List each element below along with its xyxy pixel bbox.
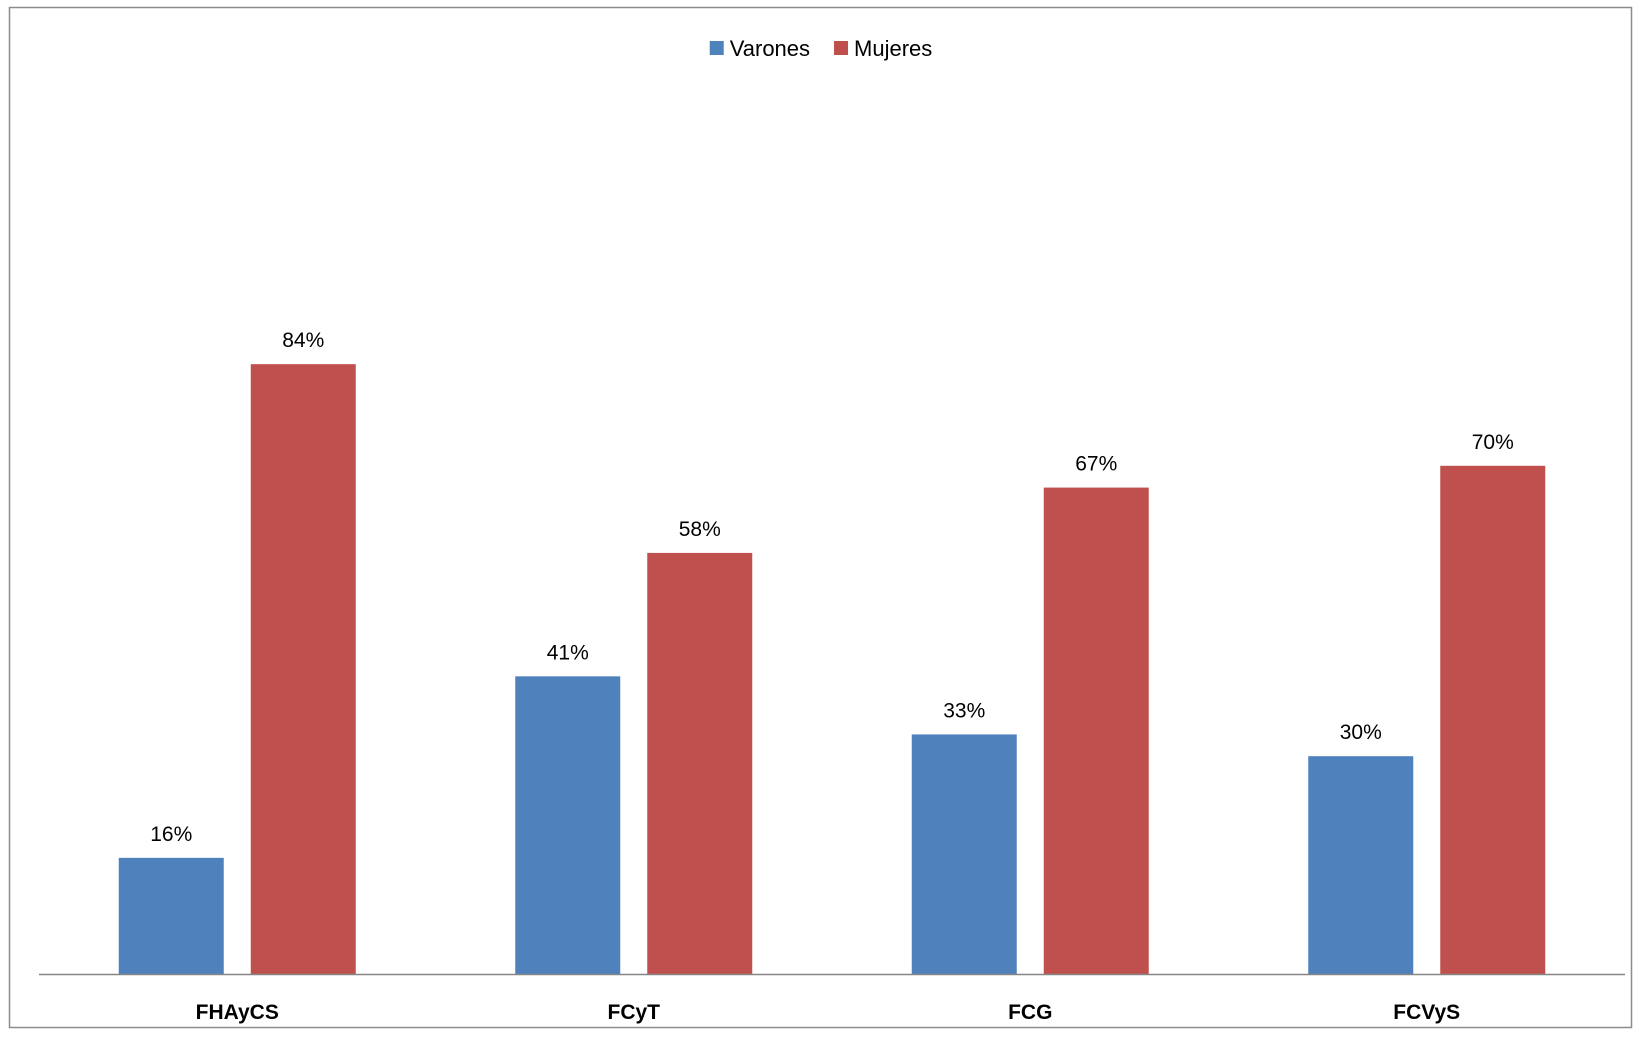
legend-label-mujeres: Mujeres [854, 36, 932, 61]
x-tick-label-fhaycs: FHAyCS [196, 1001, 279, 1024]
legend-swatch-varones [709, 41, 724, 55]
legend-swatch-mujeres [834, 41, 849, 55]
legend-label-varones: Varones [730, 36, 810, 61]
x-tick-label-fcvys: FCVyS [1393, 1001, 1460, 1024]
bar-varones-fcyt [515, 676, 621, 974]
data-label-varones-fcvys: 30% [1340, 721, 1382, 744]
bar-mujeres-fcg [1043, 487, 1149, 974]
data-label-varones-fcyt: 41% [547, 641, 589, 664]
bar-mujeres-fcvys [1440, 465, 1546, 974]
bar-mujeres-fcyt [647, 552, 753, 974]
bars-group [118, 364, 1546, 974]
data-labels-group: 16% 84% 41% 58% 33% 67% 30% 70% [150, 329, 1514, 846]
bar-mujeres-fhaycs [250, 364, 356, 974]
x-tick-label-fcyt: FCyT [608, 1001, 661, 1024]
bar-varones-fhaycs [118, 857, 224, 974]
data-label-mujeres-fhaycs: 84% [282, 329, 324, 352]
legend: Varones Mujeres [709, 36, 932, 61]
bar-varones-fcvys [1308, 756, 1414, 974]
data-label-varones-fhaycs: 16% [150, 823, 192, 846]
x-tick-label-fcg: FCG [1008, 1001, 1052, 1024]
data-label-mujeres-fcvys: 70% [1472, 431, 1514, 454]
data-label-mujeres-fcg: 67% [1075, 453, 1117, 476]
bar-varones-fcg [911, 734, 1017, 974]
data-label-mujeres-fcyt: 58% [679, 518, 721, 541]
x-tick-labels-group: FHAyCS FCyT FCG FCVyS [196, 1001, 1461, 1024]
data-label-varones-fcg: 33% [943, 699, 985, 722]
